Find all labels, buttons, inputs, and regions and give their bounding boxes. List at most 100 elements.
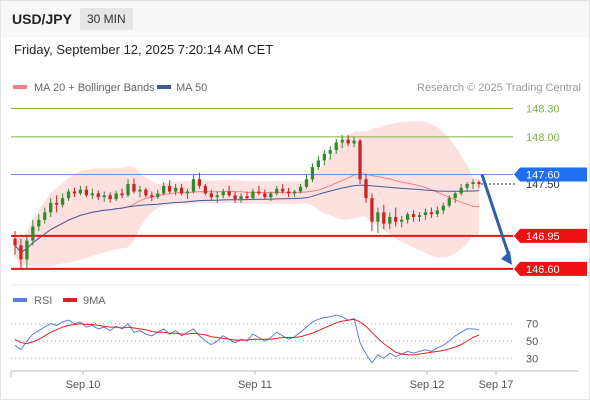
x-axis: Sep 10 Sep 11 Sep 12 Sep 17 [66, 371, 514, 391]
candle-body [179, 187, 184, 194]
candle-body [209, 193, 213, 198]
candle-body [114, 193, 118, 200]
candle-body [150, 195, 154, 198]
candle-body [435, 210, 439, 215]
ma50-legend-label: MA 50 [176, 82, 207, 94]
ma20-legend-swatch [13, 85, 27, 89]
candle-body [156, 193, 160, 198]
candle-body [298, 186, 303, 192]
rsi-ma-legend-swatch [63, 298, 77, 302]
candle-body [197, 179, 202, 186]
candle-body [215, 195, 219, 198]
candle-body [37, 219, 41, 227]
candle-body [108, 195, 112, 200]
candle-body [251, 191, 255, 199]
candle-body [417, 215, 422, 217]
candle-body [245, 196, 249, 199]
candle-body [257, 191, 261, 194]
candle-body [334, 142, 338, 151]
candle-body [352, 140, 356, 144]
credit-label: Research © 2025 Trading Central [417, 82, 581, 94]
level-label-147-50: 147.50 [526, 179, 560, 191]
candle-body [233, 195, 237, 200]
candle-body [31, 226, 35, 241]
x-tick-label: Sep 10 [66, 379, 101, 391]
candle-body [55, 202, 59, 205]
header-bar: USD/JPY 30 MIN [1, 1, 589, 37]
candle-body [221, 191, 225, 196]
candle-body [275, 188, 279, 194]
candle-body [453, 193, 457, 199]
level-badge-146-95 [514, 228, 587, 243]
candle-body [388, 216, 392, 224]
candle-body [227, 191, 231, 196]
projection-arrow-line [480, 174, 512, 260]
candle-body [328, 150, 332, 154]
rsi-legend-label: RSI [34, 295, 52, 307]
candle-body [120, 193, 124, 196]
ma50-legend-swatch [157, 85, 171, 89]
rsi-tick-30: 30 [526, 353, 538, 365]
level-label-147-60: 147.60 [526, 170, 560, 182]
candle-body [96, 193, 100, 198]
candle-body [465, 183, 469, 188]
candle-body [66, 191, 71, 199]
candle-body [292, 191, 297, 194]
symbol-title: USD/JPY [12, 11, 72, 27]
rsi-tick-50: 50 [526, 336, 538, 348]
candle-body [441, 205, 445, 211]
candle-body [49, 202, 53, 213]
candle-body [90, 193, 94, 196]
candle-body [191, 179, 196, 192]
candle-body [382, 212, 386, 224]
candle-body [370, 198, 374, 222]
candle-body [72, 191, 77, 194]
candle-body [203, 185, 207, 194]
level-badge-146-60 [514, 261, 587, 276]
candle-body [310, 167, 315, 180]
candle-body [84, 189, 89, 196]
candle-body [447, 198, 451, 206]
candle-body [60, 198, 65, 205]
candle-body [459, 187, 463, 194]
candle-body [304, 179, 309, 187]
x-tick-label: Sep 12 [410, 379, 445, 391]
candle-body [13, 238, 17, 246]
rsi-line [14, 314, 480, 364]
candle-body [185, 191, 190, 194]
candle-body [239, 196, 243, 200]
level-label-146-95: 146.95 [526, 231, 560, 243]
candle-body [144, 189, 148, 196]
candle-body [429, 212, 434, 215]
candle-body [25, 240, 29, 260]
candle-body [173, 187, 178, 192]
timeframe-badge[interactable]: 30 MIN [80, 8, 133, 30]
candle-body [477, 182, 481, 184]
candle-body [405, 214, 410, 220]
level-badge-147-60 [514, 167, 587, 182]
candle-body [471, 182, 475, 184]
candle-body [162, 185, 166, 194]
candle-body [394, 216, 398, 222]
ma20-legend-label: MA 20 + Bollinger Bands [34, 82, 155, 94]
candle-body [358, 140, 362, 180]
candle-body [346, 139, 350, 144]
candle-body [423, 212, 428, 216]
candle-body [43, 212, 47, 220]
candle-body [78, 189, 83, 194]
x-tick-label: Sep 17 [479, 379, 514, 391]
candle-body [411, 214, 416, 217]
candle-body [287, 191, 291, 194]
candle-body [269, 193, 273, 198]
candle-body [364, 179, 368, 199]
candle-body [138, 189, 142, 192]
candle-body [19, 245, 23, 260]
datetime-label: Friday, September 12, 2025 7:20:14 AM CE… [14, 42, 274, 57]
rsi-legend-swatch [13, 298, 27, 302]
candle-body [400, 219, 404, 222]
candle-body [316, 160, 321, 168]
rsi-ma-legend-label: 9MA [83, 295, 106, 307]
